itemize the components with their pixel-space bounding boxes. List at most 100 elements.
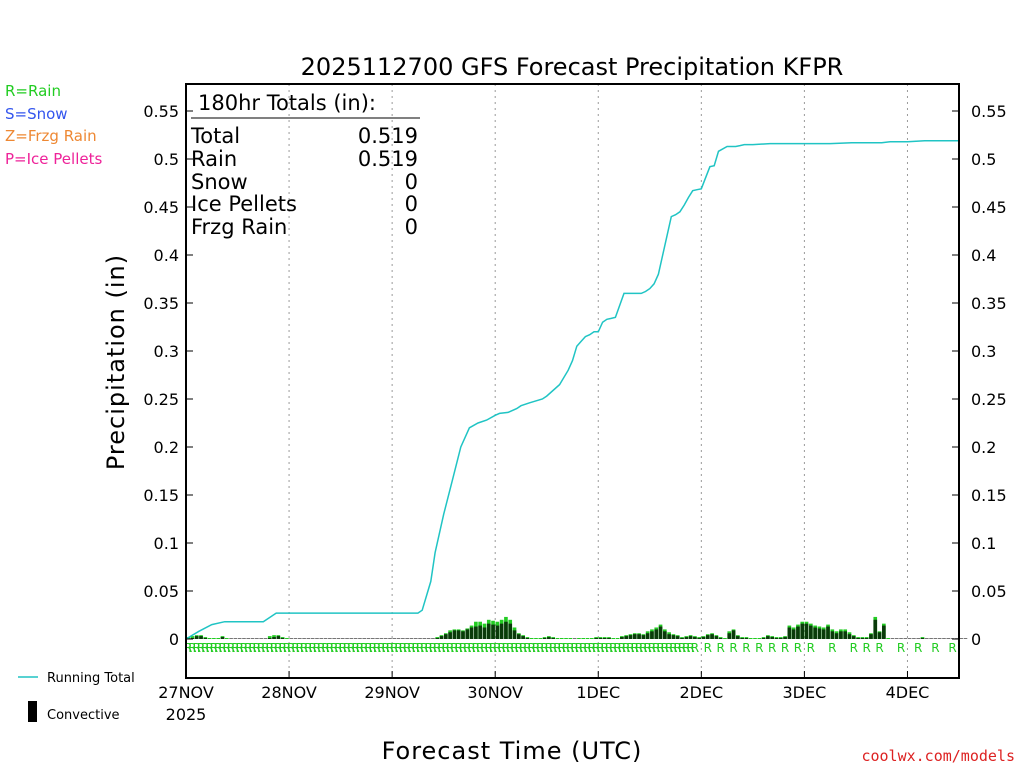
- y-tick-label-right-9: 0.45: [971, 198, 1007, 217]
- precip-bar-52: [409, 638, 414, 639]
- type-code-28: R: [304, 641, 312, 655]
- type-code-86: R: [553, 641, 561, 655]
- totals-box: 180hr Totals (in): Total 0.519 Rain 0.51…: [190, 91, 420, 239]
- type-code-27: R: [300, 641, 308, 655]
- y-tick-label-left-10: 0.5: [154, 150, 179, 169]
- convective-bar-4: [203, 638, 208, 639]
- type-code-115: R: [678, 641, 686, 655]
- convective-bar-150: [830, 631, 835, 639]
- credit-text: coolwx.com/models: [861, 747, 1015, 765]
- precip-bar-175: [937, 638, 942, 639]
- convective-bar-98: [607, 638, 611, 639]
- precip-bar-89: [568, 638, 573, 639]
- type-code-41: R: [360, 641, 368, 655]
- type-code-111: R: [661, 641, 669, 655]
- type-code-106: R: [639, 641, 647, 655]
- convective-bar-79: [525, 638, 530, 639]
- type-code-87: R: [558, 641, 566, 655]
- legend-running-total: Running Total: [47, 671, 135, 686]
- type-code-45: R: [377, 641, 385, 655]
- type-code-8: R: [218, 641, 226, 655]
- type-code-133: R: [914, 641, 922, 655]
- precip-bar-25: [293, 638, 298, 639]
- precip-bar-168: [907, 638, 912, 639]
- type-code-124: R: [768, 641, 776, 655]
- precip-bar-42: [366, 638, 371, 639]
- precip-bar-1: [190, 636, 195, 639]
- type-code-53: R: [412, 641, 420, 655]
- type-code-119: R: [704, 641, 712, 655]
- convective-bar-19: [267, 638, 272, 639]
- precip-bar-26: [297, 638, 302, 639]
- precip-bar-17: [259, 638, 263, 639]
- precip-bar-100: [615, 638, 620, 639]
- convective-bar-66: [469, 627, 474, 639]
- precip-bar-181: [963, 638, 968, 639]
- type-code-9: R: [223, 641, 231, 655]
- totals-value-snow: 0: [405, 170, 418, 194]
- y-tick-label-right-4: 0.2: [971, 438, 996, 457]
- precip-bar-172: [924, 638, 929, 639]
- type-code-114: R: [674, 641, 682, 655]
- type-code-37: R: [343, 641, 351, 655]
- convective-bar-144: [804, 623, 809, 639]
- y-tick-label-right-1: 0.05: [971, 582, 1007, 601]
- precip-bar-87: [559, 638, 564, 639]
- type-code-62: R: [450, 641, 458, 655]
- convective-bar-83: [542, 638, 547, 639]
- type-code-32: R: [321, 641, 329, 655]
- y-tick-label-right-0: 0: [971, 630, 981, 649]
- type-code-131: R: [875, 641, 883, 655]
- legend-rain: R=Rain: [5, 82, 61, 100]
- type-code-2: R: [193, 641, 201, 655]
- precip-bar-167: [903, 638, 908, 639]
- precip-bar-54: [418, 638, 422, 639]
- convective-bar-155: [851, 636, 856, 639]
- precip-bar-23: [285, 638, 289, 639]
- convective-bar-128: [736, 636, 740, 639]
- type-code-11: R: [231, 641, 239, 655]
- type-code-51: R: [403, 641, 411, 655]
- plot-frame: [185, 83, 960, 679]
- type-code-128: R: [828, 641, 836, 655]
- totals-label-ice-pellets: Ice Pellets: [191, 192, 297, 216]
- precip-bar-24: [289, 638, 294, 639]
- type-code-99: R: [609, 641, 617, 655]
- convective-bar-2: [194, 636, 199, 639]
- convective-bar-134: [761, 638, 766, 639]
- precip-bar-6: [212, 638, 216, 639]
- chart-title: 2025112700 GFS Forecast Precipitation KF…: [301, 53, 844, 81]
- type-code-46: R: [382, 641, 390, 655]
- type-code-92: R: [579, 641, 587, 655]
- y-tick-label-left-8: 0.4: [154, 246, 179, 265]
- type-code-105: R: [635, 641, 643, 655]
- precip-bar-29: [310, 638, 315, 639]
- type-code-47: R: [386, 641, 394, 655]
- type-code-19: R: [266, 641, 274, 655]
- convective-bar-118: [693, 637, 697, 639]
- type-code-74: R: [502, 641, 510, 655]
- type-code-81: R: [532, 641, 540, 655]
- convective-bar-105: [637, 634, 641, 639]
- type-code-122: R: [742, 641, 750, 655]
- precip-bar-50: [401, 638, 405, 639]
- y-tick-label-right-2: 0.1: [971, 534, 996, 553]
- convective-bar-104: [632, 634, 637, 639]
- legend-convective: Convective: [47, 708, 120, 723]
- convective-bar-156: [856, 638, 860, 639]
- type-code-12: R: [236, 641, 244, 655]
- convective-bar-71: [491, 624, 495, 639]
- convective-bar-63: [456, 630, 461, 639]
- type-code-70: R: [485, 641, 493, 655]
- convective-bar-145: [809, 625, 813, 639]
- precip-bar-125: [723, 638, 727, 639]
- convective-bar-21: [276, 636, 281, 639]
- convective-bar-136: [770, 637, 775, 639]
- type-code-21: R: [274, 641, 282, 655]
- convective-bar-127: [731, 630, 736, 639]
- convective-bar-84: [547, 637, 551, 639]
- type-code-108: R: [648, 641, 656, 655]
- type-code-93: R: [583, 641, 591, 655]
- convective-bar-158: [864, 638, 869, 639]
- type-code-43: R: [369, 641, 377, 655]
